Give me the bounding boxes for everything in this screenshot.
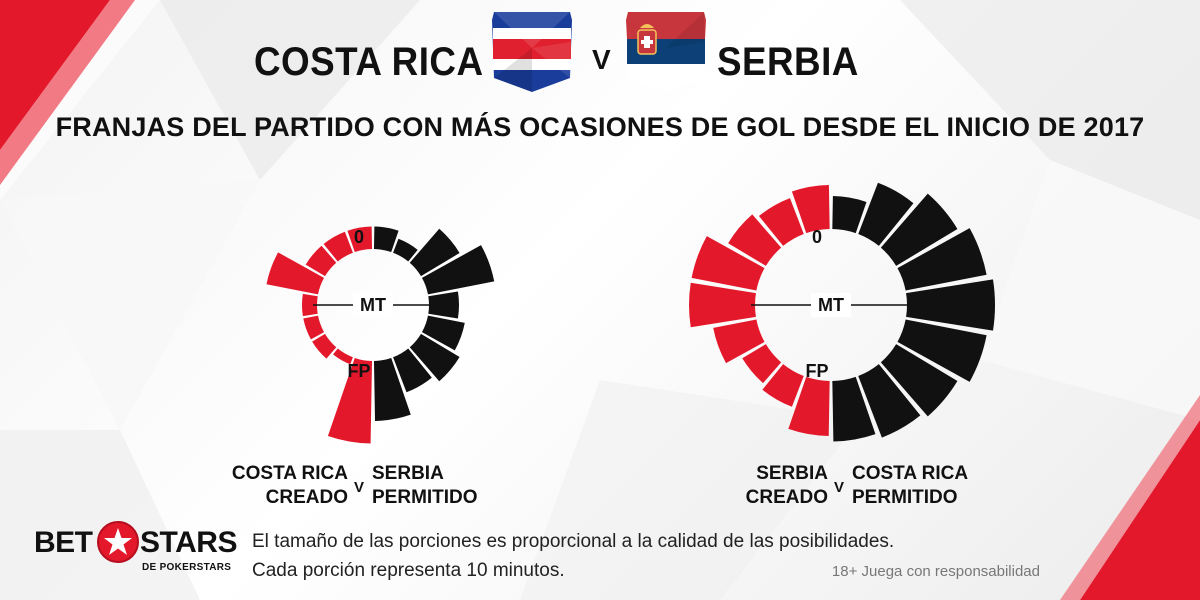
betstars-logo: BET STARS DE POKERSTARS (34, 520, 237, 580)
created-slice-3 (409, 228, 460, 277)
legend-allowed-label: PERMITIDO (372, 487, 478, 508)
allowed-slice-5 (689, 282, 756, 328)
responsible-gambling-note: 18+ Juega con responsabilidad (831, 563, 1040, 580)
legend-versus: V (354, 479, 365, 496)
created-slice-9 (832, 376, 876, 442)
allowed-slice-9 (327, 357, 373, 444)
created-slice-8 (393, 348, 432, 393)
allowed-slice-2 (758, 198, 804, 246)
team-home-name: COSTA RICA (254, 40, 484, 84)
legend-created-team: SERBIA (756, 463, 828, 484)
marker-label-fp: FP (805, 361, 828, 381)
title-row: COSTA RICA V SERBIA (0, 10, 1200, 96)
allowed-slice-5 (302, 293, 318, 317)
costa-rica-flag-icon (492, 12, 572, 92)
created-slice-2 (393, 238, 418, 262)
created-slice-1 (373, 226, 399, 253)
half-time-label-bg (353, 293, 393, 317)
logo-stars-text: STARS (140, 526, 237, 559)
marker-label-0: 0 (354, 227, 364, 247)
logo-subtitle: DE POKERSTARS (142, 562, 232, 573)
allowed-slice-6 (303, 315, 325, 340)
created-slice-6 (897, 319, 987, 382)
allowed-slice-2 (323, 231, 353, 262)
marker-label-0: 0 (812, 227, 822, 247)
logo-bet-text: BET (34, 526, 93, 559)
created-slice-9 (373, 357, 411, 421)
allowed-slice-8 (333, 348, 353, 365)
radial-chart-1: 0 MT FP (266, 226, 495, 444)
allowed-slice-9 (788, 376, 830, 436)
marker-label-fp: FP (347, 361, 370, 381)
created-slice-8 (858, 364, 921, 438)
created-slice-1 (832, 196, 867, 234)
radial-chart-2: 0 MT FP (689, 182, 995, 442)
legend-created-label: CREADO (745, 487, 828, 508)
footnote-slice: Cada porción representa 10 minutos. (252, 560, 565, 581)
created-slice-7 (409, 333, 460, 382)
legend-versus: V (834, 479, 845, 496)
marker-label-mt: MT (818, 295, 844, 315)
legend-allowed-team: SERBIA (372, 463, 444, 484)
legend-allowed-team: COSTA RICA (852, 463, 969, 484)
allowed-slice-3 (728, 214, 782, 266)
allowed-slice-3 (305, 245, 337, 277)
allowed-slice-8 (762, 364, 804, 407)
marker-label-mt: MT (360, 295, 386, 315)
created-slice-5 (906, 279, 995, 331)
star-icon (97, 521, 139, 563)
created-slice-5 (428, 291, 459, 319)
allowed-slice-4 (266, 252, 325, 295)
created-slice-4 (897, 228, 987, 291)
legend-chart-2: SERBIA CREADO V COSTA RICA PERMITIDO (700, 462, 1000, 512)
allowed-slice-4 (691, 236, 765, 291)
serbia-flag-icon (626, 12, 706, 92)
allowed-slice-7 (742, 344, 782, 384)
legend-allowed: COSTA RICA PERMITIDO (852, 462, 968, 510)
created-slice-2 (858, 182, 914, 246)
legend-created-team: COSTA RICA (231, 463, 348, 484)
created-slice-3 (880, 193, 958, 266)
versus-label: V (592, 44, 611, 75)
allowed-slice-1 (347, 226, 373, 253)
legend-created: COSTA RICA CREADO (232, 462, 348, 510)
legend-allowed: SERBIA PERMITIDO (372, 462, 478, 510)
allowed-slice-1 (791, 185, 830, 234)
legend-allowed-label: PERMITIDO (852, 487, 958, 508)
legend-created: SERBIA CREADO (746, 462, 828, 510)
footnote-size: El tamaño de las porciones es proporcion… (252, 531, 895, 552)
created-slice-6 (421, 315, 465, 351)
allowed-slice-6 (713, 319, 765, 364)
team-away-name: SERBIA (717, 40, 859, 84)
chart-subtitle: FRANJAS DEL PARTIDO CON MÁS OCASIONES DE… (55, 112, 1145, 142)
legend-chart-1: COSTA RICA CREADO V SERBIA PERMITIDO (230, 462, 490, 512)
created-slice-4 (421, 245, 495, 295)
half-time-label-bg (811, 293, 851, 317)
created-slice-7 (880, 344, 958, 417)
legend-created-label: CREADO (265, 487, 348, 508)
allowed-slice-7 (312, 333, 337, 359)
